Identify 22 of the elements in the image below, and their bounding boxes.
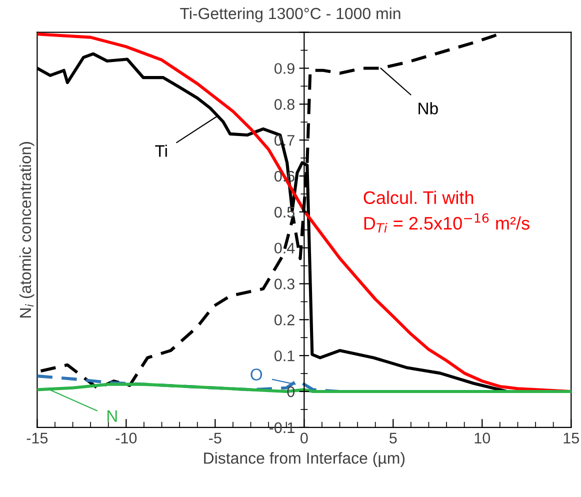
x-tick-label: 5 (390, 432, 397, 444)
x-axis-title: Distance from Interface (µm) (204, 452, 405, 467)
y-tick-label: 0.5 (274, 206, 294, 218)
chart-title: Ti-Gettering 1300°C - 1000 min (180, 7, 400, 22)
y-tick-label: 0.4 (274, 242, 295, 254)
y-tick-label: 0.3 (274, 278, 294, 290)
y-axis-title: N$_{i}$ (atomic concentration) (19, 142, 34, 318)
y-tick-label: 0.1 (274, 350, 294, 362)
x-tick-label: 0 (300, 432, 308, 444)
y-tick-label: 0.9 (274, 63, 294, 74)
x-tick-label: 15 (564, 432, 579, 444)
y-tick-label: 0.8 (274, 99, 294, 110)
annotation: N (107, 410, 117, 422)
x-tick-label: -10 (116, 432, 137, 444)
y-tick-label: 0.2 (274, 314, 294, 326)
annotation: Nb (418, 102, 438, 114)
annotation: Calcul. Ti with D$_{Ti}$ = 2.5x10$^{−16}$ m²/s (364, 190, 530, 232)
annotation: O (250, 368, 262, 380)
x-tick-label: -5 (209, 432, 222, 444)
x-tick-label: 10 (474, 432, 490, 444)
annotation: Ti (155, 144, 167, 157)
x-tick-label: -15 (26, 432, 48, 444)
